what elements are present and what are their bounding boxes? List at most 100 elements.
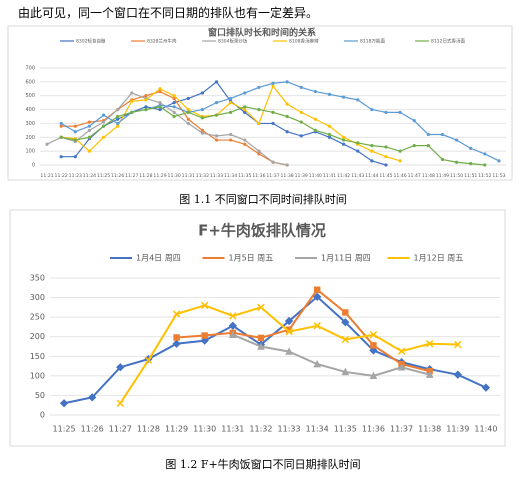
marker [172, 101, 176, 105]
series-line [61, 81, 387, 166]
x-tick-label: 11:39 [446, 425, 469, 434]
marker [243, 107, 247, 112]
marker [285, 102, 289, 106]
marker [454, 160, 459, 164]
x-tick-label: 11:45 [379, 173, 392, 179]
marker [144, 356, 153, 364]
marker [426, 132, 430, 137]
x-tick-label: 11:23 [69, 173, 82, 179]
marker [101, 120, 106, 124]
x-tick-label: 11:37 [390, 425, 413, 434]
marker [469, 162, 473, 166]
marker [186, 117, 190, 121]
legend-label: 1月12日 周五 [414, 254, 464, 263]
marker [342, 135, 346, 139]
marker [370, 149, 374, 153]
y-tick-label: 150 [30, 352, 45, 361]
marker [271, 121, 275, 126]
y-tick-label: 400 [25, 107, 35, 113]
marker [440, 132, 445, 137]
marker [158, 107, 162, 112]
marker [398, 110, 402, 114]
marker [369, 371, 378, 380]
marker [384, 163, 388, 167]
marker [384, 155, 388, 159]
marker [228, 321, 237, 330]
marker [313, 292, 322, 301]
marker [341, 318, 350, 327]
y-tick-label: 0 [32, 163, 35, 169]
marker [425, 340, 434, 348]
x-tick-label: 11:50 [450, 173, 463, 179]
marker [101, 113, 106, 117]
marker [172, 339, 181, 348]
marker [144, 98, 148, 102]
y-tick-label: 100 [30, 371, 45, 380]
marker [116, 399, 125, 407]
marker [313, 89, 317, 94]
marker [59, 135, 63, 139]
legend-label: 8112日式香汤面 [431, 38, 465, 45]
marker [327, 135, 332, 139]
marker [172, 105, 176, 109]
marker [229, 101, 233, 105]
marker [370, 159, 374, 163]
x-tick-label: 11:40 [474, 425, 497, 434]
x-tick-label: 11:42 [337, 173, 350, 179]
marker [327, 92, 332, 96]
x-tick-label: 11:21 [40, 173, 53, 179]
marker [285, 130, 289, 134]
marker [59, 124, 63, 128]
marker [398, 159, 402, 163]
marker [370, 342, 377, 349]
x-tick-label: 11:47 [408, 173, 421, 179]
y-tick-label: 0 [40, 411, 45, 420]
marker [271, 84, 275, 88]
marker [73, 155, 77, 159]
x-tick-label: 11:33 [278, 425, 301, 434]
x-tick-label: 11:39 [295, 173, 308, 179]
legend-label: 8304板栗炒饭 [218, 38, 248, 45]
y-tick-label: 300 [30, 293, 45, 302]
x-tick-label: 11:43 [351, 173, 364, 179]
marker [356, 141, 360, 145]
chart-title: 窗口排队时长和时间的关系 [208, 27, 316, 39]
marker [229, 138, 233, 142]
marker [299, 134, 303, 138]
marker [229, 110, 233, 114]
series-line [176, 288, 430, 373]
legend-label: 8108香汤麻辣 [289, 38, 319, 45]
marker [453, 370, 462, 379]
marker [369, 331, 378, 339]
y-tick-label: 600 [25, 79, 35, 85]
marker [299, 120, 303, 124]
marker [440, 157, 445, 162]
x-tick-label: 11:38 [280, 173, 293, 179]
x-tick-label: 11:24 [83, 173, 96, 179]
marker [144, 94, 148, 98]
marker [229, 132, 233, 137]
marker [454, 138, 459, 142]
marker [172, 114, 176, 119]
marker [144, 105, 148, 109]
marker [87, 149, 92, 153]
y-tick-label: 350 [30, 274, 45, 283]
y-tick-label: 100 [25, 149, 35, 155]
marker [59, 121, 63, 126]
caption: 图 1.2 F+牛肉饭窗口不同日期排队时间 [165, 457, 360, 471]
marker [172, 96, 176, 101]
x-tick-label: 11:46 [393, 173, 406, 179]
marker [284, 316, 294, 326]
legend-label: 1月11日 周四 [321, 254, 371, 263]
marker [243, 91, 247, 95]
marker [313, 128, 317, 132]
marker [87, 135, 92, 139]
marker [214, 134, 219, 138]
x-tick-label: 11:35 [238, 173, 251, 179]
x-tick-label: 11:41 [323, 173, 336, 179]
marker [257, 149, 261, 153]
marker [101, 124, 106, 128]
marker [186, 107, 190, 112]
series-line [232, 333, 430, 377]
marker [172, 310, 181, 318]
